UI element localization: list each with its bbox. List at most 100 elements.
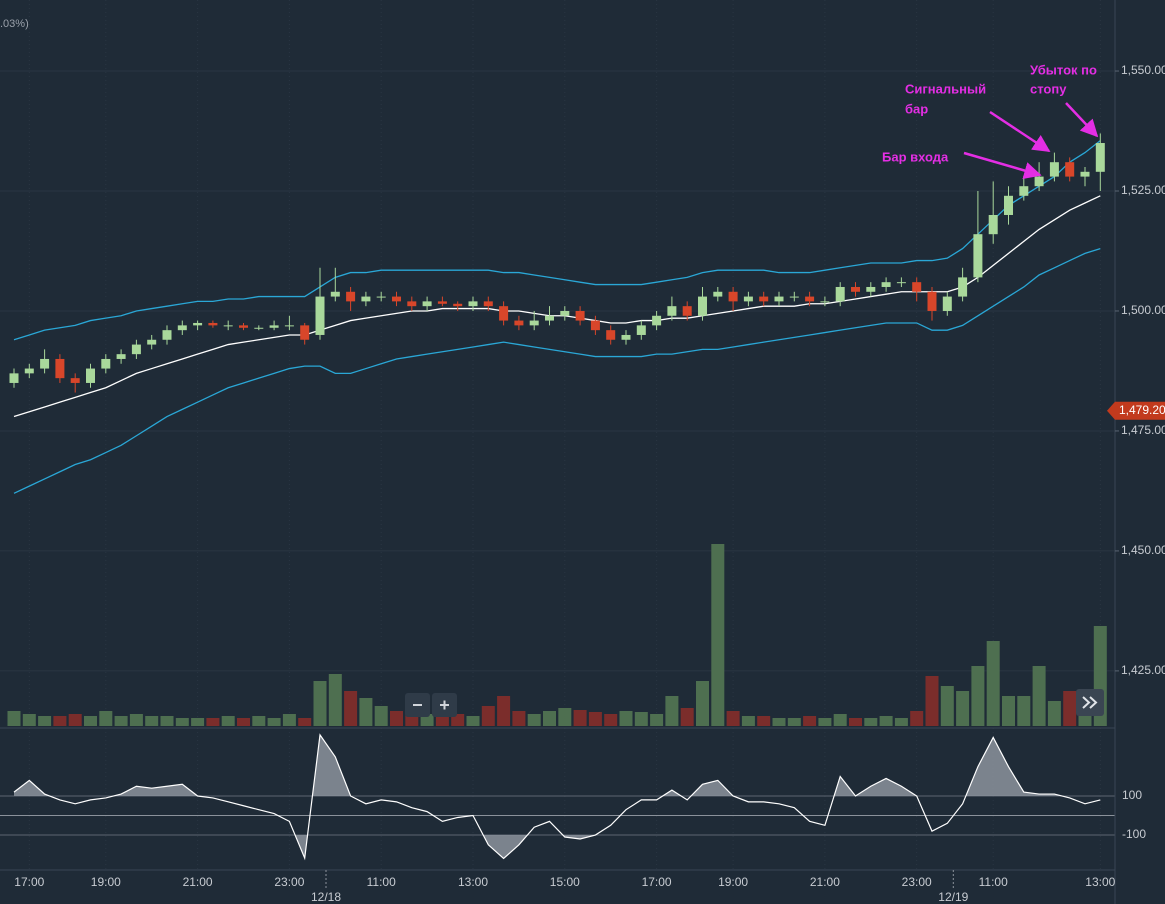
candle-body xyxy=(682,306,692,316)
candle-body xyxy=(422,301,432,307)
candle-body xyxy=(820,301,830,303)
volume-bar xyxy=(833,714,847,726)
volume-bar xyxy=(971,666,985,726)
candle-body xyxy=(590,320,600,331)
chevron-icon xyxy=(1082,696,1098,709)
y-tick-label: 1,425.00 xyxy=(1121,663,1165,677)
volume-bar xyxy=(849,718,862,726)
band-line xyxy=(13,195,1101,418)
volume-bar xyxy=(497,696,511,726)
cci-layer xyxy=(0,733,1115,861)
volume-bar xyxy=(940,686,954,726)
volume-bar xyxy=(650,714,664,726)
annotation-arrows xyxy=(963,102,1099,180)
candle-body xyxy=(789,296,799,298)
volume-bar xyxy=(634,712,648,726)
candle-body xyxy=(70,378,80,383)
candle-body xyxy=(728,291,738,302)
volume-bar xyxy=(711,544,725,726)
cci-area xyxy=(14,734,1101,859)
y-tick-label: 100 xyxy=(1122,788,1142,802)
band-line xyxy=(13,140,1101,341)
candle-body xyxy=(361,296,371,302)
x-tick-label: 17:00 xyxy=(642,875,672,889)
y-tick-label: 1,500.00 xyxy=(1121,303,1165,317)
volume-bar xyxy=(221,716,235,726)
volume-bar xyxy=(7,711,21,726)
volume-bar xyxy=(22,714,36,726)
volume-bar xyxy=(757,716,771,726)
candle-body xyxy=(896,282,906,284)
y-tick-label: -100 xyxy=(1122,827,1146,841)
arrow xyxy=(989,110,1051,153)
candle-body xyxy=(1019,186,1029,196)
candle-body xyxy=(284,325,294,327)
volume-bar xyxy=(252,716,266,726)
candle-body xyxy=(407,301,417,307)
volume-bar xyxy=(344,691,358,726)
volume-bar xyxy=(680,708,694,726)
volume-bar xyxy=(481,706,495,726)
candle-body xyxy=(468,301,478,307)
last-price-tag xyxy=(1107,401,1165,420)
annotation: Сигнальный xyxy=(905,81,986,96)
last-price-label: 1,479.20 xyxy=(1119,403,1165,417)
volume-bar xyxy=(237,718,250,726)
volume-bar xyxy=(558,708,572,726)
y-tick-label: 1,450.00 xyxy=(1121,543,1165,557)
volume-bar xyxy=(359,698,373,726)
candle-body xyxy=(55,358,65,379)
volume-bar xyxy=(466,716,480,726)
candle-body xyxy=(86,368,95,383)
volume-bar xyxy=(175,718,189,726)
x-tick-label: 11:00 xyxy=(367,875,396,889)
volume-bar xyxy=(604,714,618,726)
volume-bar xyxy=(925,676,939,726)
volume-bar xyxy=(1047,701,1061,726)
candle-body xyxy=(116,354,126,359)
candle-body xyxy=(988,214,998,235)
y-tick-label: 1,525.00 xyxy=(1121,183,1165,197)
candle-body xyxy=(269,325,279,328)
x-tick-label: 21:00 xyxy=(183,875,213,889)
volume-bar xyxy=(328,674,342,726)
candle-body xyxy=(866,286,876,292)
candle-body xyxy=(713,291,723,297)
volume-bar xyxy=(588,712,602,726)
annotation: стопу xyxy=(1030,81,1067,96)
x-tick-label: 19:00 xyxy=(91,875,121,889)
candle-body xyxy=(147,339,157,345)
volume-bar xyxy=(282,714,296,726)
candle-body xyxy=(973,234,983,278)
candle-body xyxy=(927,291,937,311)
candle-body xyxy=(346,291,356,302)
y-tick-label: 1,550.00 xyxy=(1121,63,1165,77)
x-tick-label: 13:00 xyxy=(1085,875,1115,889)
candle-body xyxy=(514,320,524,326)
volume-bar xyxy=(573,710,587,726)
grid-layer xyxy=(0,0,1115,870)
volume-bar xyxy=(160,716,174,726)
candle-body xyxy=(437,301,447,304)
volume-bar xyxy=(696,681,709,726)
candle-body xyxy=(743,296,753,302)
candle-body xyxy=(177,325,187,331)
x-tick-label: 17:00 xyxy=(14,875,44,889)
arrow xyxy=(963,151,1042,180)
volume-bar xyxy=(53,716,67,726)
candle-body xyxy=(499,306,509,321)
candle-body xyxy=(606,330,616,340)
candle-body xyxy=(912,282,922,292)
legend-fragment: .03%) xyxy=(0,18,29,30)
volume-bar xyxy=(894,718,908,726)
candle-body xyxy=(40,358,50,369)
candle-body xyxy=(254,327,264,329)
annotation: Убыток по xyxy=(1030,62,1097,77)
candle-body xyxy=(1095,143,1105,172)
candle-body xyxy=(131,344,141,355)
volume-bar xyxy=(1002,696,1015,726)
volume-bar xyxy=(512,711,526,726)
volume-bar xyxy=(84,716,97,726)
